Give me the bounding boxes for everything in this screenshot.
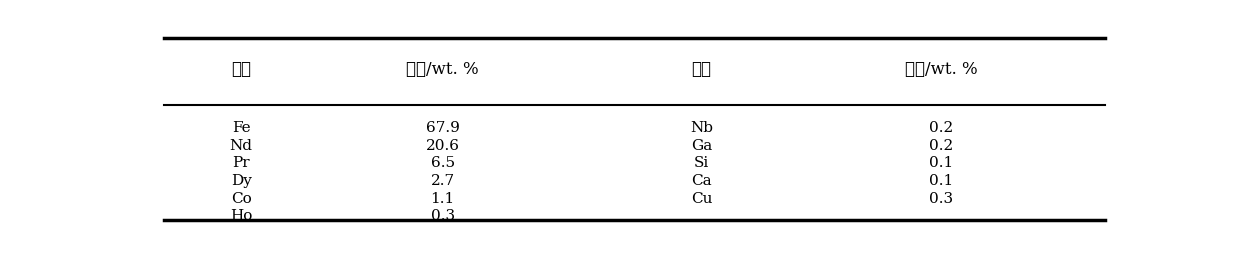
Text: 含量/wt. %: 含量/wt. % xyxy=(406,61,479,78)
Text: Ho: Ho xyxy=(230,209,253,223)
Text: 0.2: 0.2 xyxy=(930,139,953,153)
Text: 元素: 元素 xyxy=(232,61,251,78)
Text: 67.9: 67.9 xyxy=(426,121,459,135)
Text: Ca: Ca xyxy=(691,174,712,188)
Text: Nd: Nd xyxy=(229,139,253,153)
Text: 0.1: 0.1 xyxy=(930,174,953,188)
Text: 0.2: 0.2 xyxy=(930,121,953,135)
Text: 2.7: 2.7 xyxy=(431,174,454,188)
Text: Si: Si xyxy=(695,156,709,170)
Text: 6.5: 6.5 xyxy=(431,156,454,170)
Text: Pr: Pr xyxy=(233,156,250,170)
Text: 0.1: 0.1 xyxy=(930,156,953,170)
Text: 0.3: 0.3 xyxy=(930,192,953,206)
Text: 含量/wt. %: 含量/wt. % xyxy=(905,61,978,78)
Text: 元素: 元素 xyxy=(692,61,712,78)
Text: Cu: Cu xyxy=(691,192,712,206)
Text: 0.3: 0.3 xyxy=(431,209,454,223)
Text: 1.1: 1.1 xyxy=(431,192,454,206)
Text: Co: Co xyxy=(230,192,251,206)
Text: 20.6: 20.6 xyxy=(426,139,459,153)
Text: Fe: Fe xyxy=(232,121,250,135)
Text: Nb: Nb xyxy=(690,121,713,135)
Text: Dy: Dy xyxy=(230,174,251,188)
Text: Ga: Ga xyxy=(691,139,712,153)
